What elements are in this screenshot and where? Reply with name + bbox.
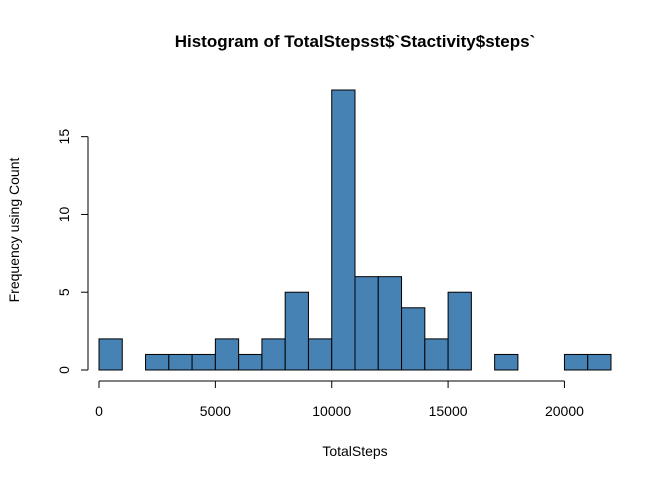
histogram-bar xyxy=(214,338,240,371)
histogram-bar xyxy=(145,353,170,371)
histogram-bar xyxy=(447,291,472,371)
x-axis: 0 5000 10000 15000 20000 xyxy=(95,380,584,419)
x-tick-label: 20000 xyxy=(545,403,584,419)
histogram-bar xyxy=(354,276,379,371)
histogram-bar xyxy=(401,307,426,371)
histogram-bar xyxy=(331,89,356,371)
x-axis-label: TotalSteps xyxy=(322,443,387,459)
y-tick-label: 5 xyxy=(56,288,72,296)
histogram-bar xyxy=(98,338,123,371)
histogram-bar xyxy=(307,338,333,371)
histogram-bar xyxy=(563,353,589,371)
y-tick-label: 15 xyxy=(56,129,72,145)
histogram-bar xyxy=(261,338,286,371)
chart-title: Histogram of TotalStepsst$`Stactivity$st… xyxy=(175,32,536,51)
y-axis-label: Frequency using Count xyxy=(6,158,22,303)
x-tick-label: 10000 xyxy=(312,403,351,419)
histogram-bar xyxy=(377,276,403,371)
x-tick-label: 0 xyxy=(95,403,103,419)
x-tick-label: 5000 xyxy=(200,403,231,419)
y-tick-label: 0 xyxy=(56,366,72,374)
histogram-bar xyxy=(284,291,309,371)
x-tick-label: 15000 xyxy=(429,403,468,419)
histogram-bar xyxy=(168,353,193,371)
histogram-bar xyxy=(424,338,449,371)
bars-group xyxy=(98,89,612,371)
histogram-bar xyxy=(494,353,519,371)
y-axis: 0 5 10 15 xyxy=(56,129,89,374)
histogram-bar xyxy=(191,353,216,371)
y-tick-label: 10 xyxy=(56,206,72,222)
histogram-bar xyxy=(587,353,612,371)
histogram-bar xyxy=(238,353,263,371)
